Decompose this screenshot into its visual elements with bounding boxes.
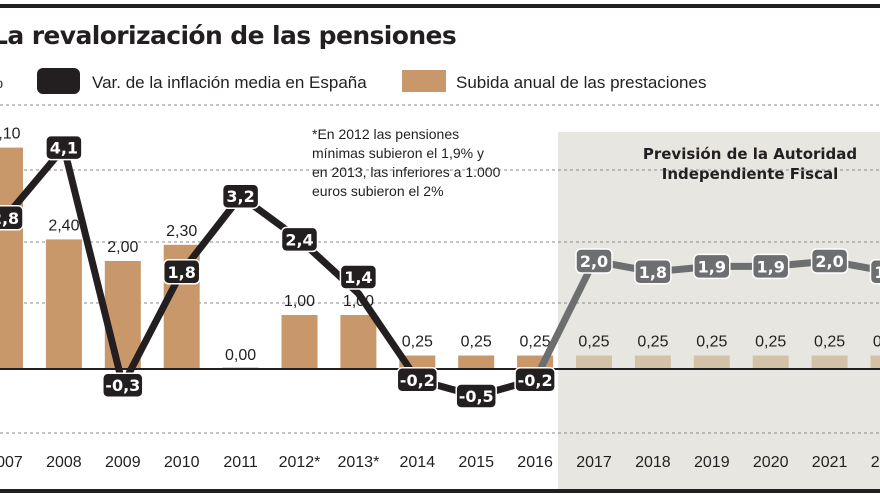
year-label: 2015 [458, 454, 494, 471]
bar-2008 [45, 239, 82, 369]
inflation-label: 3,2 [226, 187, 254, 206]
inflation-label: 1,4 [344, 268, 372, 287]
inflation-line [2, 144, 537, 400]
year-label: 2017 [576, 454, 612, 471]
bottom-border [0, 489, 880, 493]
year-label: 2007 [0, 454, 23, 471]
bar-2013* [340, 315, 377, 369]
inflation-label: -0,2 [400, 371, 435, 390]
bar-2007 [0, 147, 23, 369]
inflation-point-2013* [339, 264, 378, 290]
footnote-line: *En 2012 las pensiones [312, 126, 459, 142]
bar-label: 0,25 [637, 334, 668, 351]
inflation-point-2010 [162, 259, 201, 285]
inflation-point-2017 [575, 248, 613, 274]
bar-2019 [693, 355, 730, 369]
year-label: 2012* [279, 454, 321, 471]
footnote-line: en 2013, las inferiores a 1.000 [312, 164, 501, 180]
bar-label: 0,25 [402, 334, 433, 351]
forecast-label: Previsión de la Autoridad [643, 145, 857, 163]
year-label: 2008 [46, 454, 82, 471]
forecast-region [558, 132, 880, 489]
inflation-label: 1,8 [874, 263, 880, 282]
year-label: 2018 [635, 454, 671, 471]
inflation-label: 1,8 [168, 263, 196, 282]
legend-bar-swatch [402, 70, 446, 92]
footnote-line: euros subieron el 2% [312, 183, 444, 199]
inflation-label: 4,1 [50, 139, 78, 158]
legend-bar-label: Subida anual de las prestaciones [456, 73, 706, 92]
inflation-label: -0,5 [459, 387, 494, 406]
year-label: 2021 [812, 454, 848, 471]
bar-label: 0,25 [814, 334, 845, 351]
bar-2022 [870, 355, 880, 369]
inflation-label: 2,4 [285, 230, 313, 249]
inflation-point-2021 [810, 248, 849, 274]
inflation-label: -0,3 [105, 376, 140, 395]
inflation-label: 1,8 [639, 263, 667, 282]
bar-label: 1,00 [284, 293, 315, 310]
inflation-point-2016 [514, 367, 556, 393]
bar-2015 [458, 355, 495, 369]
year-label: 2013* [337, 454, 379, 471]
bar-label: 0,25 [873, 334, 880, 351]
year-label: 2022 [871, 454, 880, 471]
inflation-label: -0,2 [518, 371, 553, 390]
forecast-label: Independiente Fiscal [662, 165, 839, 183]
bar-label: 2,30 [166, 223, 197, 240]
inflation-label: 2,8 [0, 209, 19, 228]
footnote-line: mínimas subieron el 1,9% y [312, 145, 484, 161]
year-label: 2014 [400, 454, 436, 471]
bar-2018 [634, 355, 671, 369]
inflation-point-2019 [693, 253, 731, 280]
inflation-point-2018 [634, 259, 672, 285]
legend-unit: % [0, 73, 3, 92]
inflation-point-2008 [45, 134, 83, 161]
year-label: 2010 [164, 454, 200, 471]
bar-label: 0,25 [696, 334, 727, 351]
bar-2012* [281, 315, 318, 369]
inflation-point-2015 [455, 383, 497, 409]
bar-label: 0,25 [755, 334, 786, 351]
inflation-label: 2,0 [580, 252, 608, 271]
inflation-label: 1,9 [698, 257, 726, 276]
inflation-point-2009 [102, 372, 144, 398]
bar-label: 0,25 [461, 334, 492, 351]
bar-label: 2,00 [107, 239, 138, 256]
bar-label: 4,10 [0, 126, 21, 143]
year-label: 2020 [753, 454, 789, 471]
bar-2021 [811, 355, 848, 369]
bar-2009 [104, 261, 141, 369]
bar-2020 [752, 355, 789, 369]
bar-label: 2,40 [48, 217, 79, 234]
inflation-label: 1,9 [757, 257, 785, 276]
inflation-point-2012* [280, 226, 319, 253]
bar-label: 0,25 [520, 334, 551, 351]
inflation-point-2022 [869, 259, 880, 285]
bar-label: 0,00 [225, 347, 256, 364]
inflation-point-2011 [221, 183, 260, 209]
legend-line-label: Var. de la inflación media en España [92, 73, 367, 92]
top-border [0, 4, 880, 8]
bar-label: 0,25 [578, 334, 609, 351]
legend-line-swatch [37, 68, 80, 94]
year-label: 2016 [517, 454, 553, 471]
inflation-point-2007 [0, 205, 24, 231]
inflation-point-2020 [751, 253, 790, 280]
bar-2017 [576, 355, 612, 369]
year-label: 2009 [105, 454, 141, 471]
inflation-label: 2,0 [815, 252, 843, 271]
inflation-point-2014 [396, 367, 439, 393]
year-label: 2011 [223, 454, 258, 471]
year-label: 2019 [694, 454, 730, 471]
chart-title: La revalorización de las pensiones [0, 21, 456, 50]
